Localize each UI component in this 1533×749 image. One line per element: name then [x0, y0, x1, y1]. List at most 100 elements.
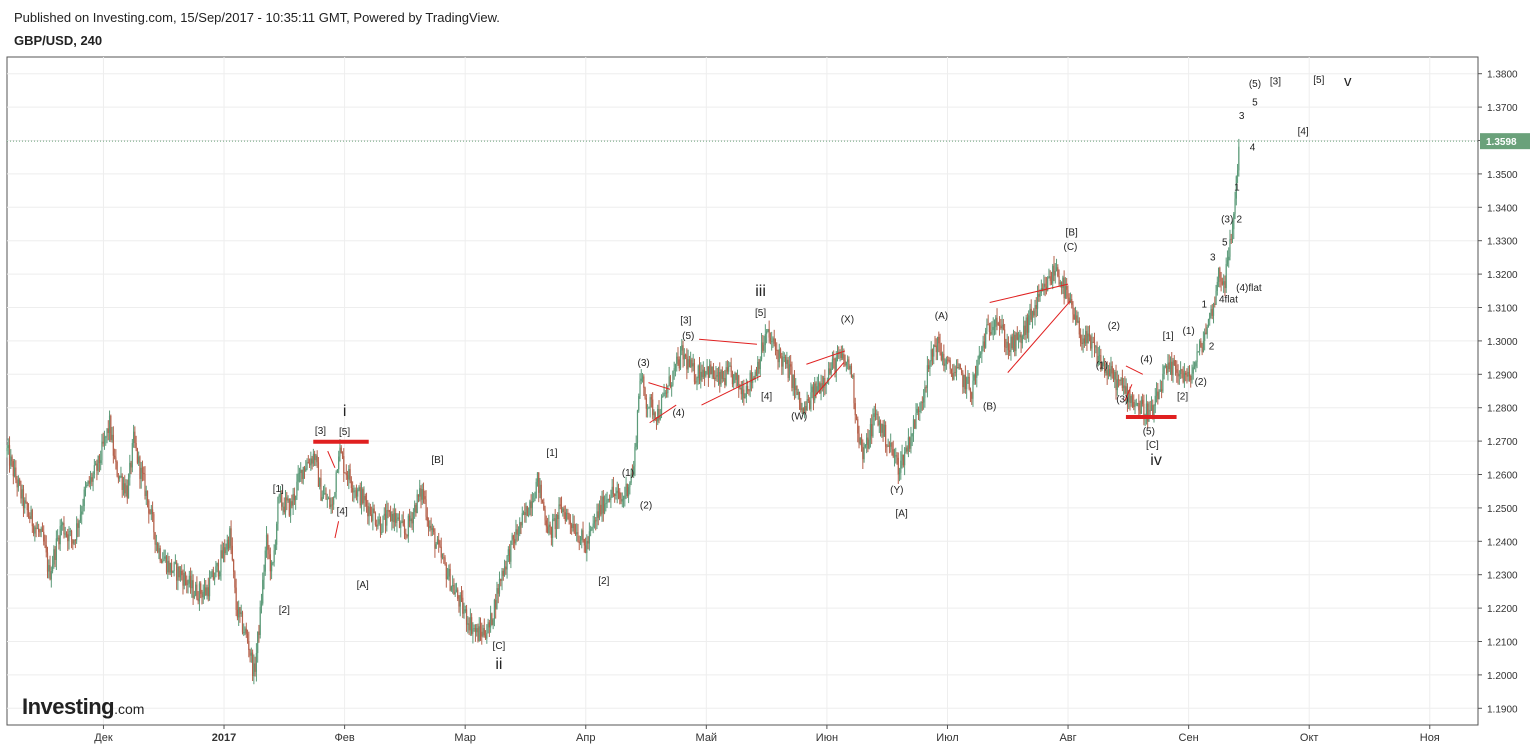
- candle-body: [625, 483, 627, 496]
- candle-body: [1067, 289, 1069, 298]
- candle-body: [924, 387, 926, 398]
- candle-body: [596, 511, 598, 522]
- candle-body: [967, 376, 969, 378]
- candle-body: [326, 498, 328, 500]
- candle-body: [435, 544, 437, 549]
- wave-label: [C]: [493, 641, 506, 652]
- candle-body: [67, 534, 69, 542]
- candle-body: [638, 396, 640, 411]
- candle-body: [38, 528, 40, 532]
- candle-body: [349, 469, 351, 481]
- candle-body: [1077, 320, 1079, 323]
- candle-body: [721, 370, 723, 379]
- candle-body: [567, 512, 569, 514]
- candle-body: [544, 509, 546, 521]
- candle-body: [1234, 198, 1236, 214]
- candle-body: [854, 403, 856, 416]
- candle-body: [193, 595, 195, 598]
- investing-logo[interactable]: Investing.com: [22, 694, 144, 720]
- wave-label: (A): [935, 311, 948, 322]
- candle-body: [115, 457, 117, 462]
- candle-body: [101, 441, 103, 461]
- candle-body: [614, 493, 616, 497]
- candle-body: [905, 447, 907, 453]
- candle-body: [462, 597, 464, 614]
- candle-body: [350, 480, 352, 489]
- candle-body: [679, 350, 682, 369]
- candle-body: [783, 356, 785, 358]
- candle-body: [263, 571, 265, 580]
- candle-body: [701, 371, 703, 378]
- candle-body: [281, 493, 283, 507]
- candle-body: [1154, 395, 1156, 406]
- candle-body: [1226, 260, 1229, 264]
- candle-body: [236, 609, 239, 618]
- candle-body: [662, 396, 664, 398]
- candle-body: [610, 496, 612, 500]
- candle-body: [957, 367, 959, 369]
- candle-body: [540, 484, 542, 500]
- candle-body: [233, 559, 235, 572]
- candle-body: [874, 413, 877, 415]
- candle-body: [196, 584, 198, 599]
- candle-body: [1038, 294, 1040, 297]
- candle-body: [1097, 355, 1099, 364]
- candle-body: [144, 474, 146, 496]
- candle-body: [450, 586, 452, 591]
- candle-body: [719, 372, 721, 385]
- wave-label: i: [343, 403, 347, 420]
- candle-body: [336, 469, 339, 473]
- candle-body: [1025, 317, 1027, 335]
- candle-body: [866, 437, 868, 445]
- candle-body: [501, 570, 503, 581]
- candle-body: [678, 359, 680, 369]
- candle-body: [1102, 362, 1104, 364]
- x-tick-label: Апр: [576, 732, 595, 744]
- candle-body: [1082, 338, 1084, 345]
- candle-body: [150, 509, 152, 514]
- candle-body: [1036, 294, 1039, 309]
- candle-body: [181, 570, 183, 576]
- candle-body: [785, 356, 787, 365]
- candle-body: [106, 428, 108, 437]
- candle-body: [227, 539, 230, 549]
- candle-body: [32, 526, 35, 534]
- candle-body: [77, 523, 79, 528]
- candle-body: [538, 472, 540, 493]
- channel-line: [334, 521, 340, 539]
- candle-body: [16, 479, 18, 488]
- candle-body: [584, 545, 587, 553]
- candle-body: [1190, 376, 1192, 381]
- candle-body: [1139, 410, 1141, 414]
- candle-body: [511, 535, 513, 541]
- candle-body: [665, 392, 668, 394]
- candle-body: [329, 497, 331, 508]
- candle-body: [1178, 374, 1180, 377]
- candle-body: [89, 477, 92, 484]
- candle-body: [127, 477, 130, 499]
- candle-body: [816, 386, 818, 395]
- candle-body: [902, 454, 904, 466]
- price-axis[interactable]: 1.38001.37001.36001.35001.34001.33001.32…: [1478, 70, 1530, 716]
- wave-label: 4flat: [1219, 294, 1238, 305]
- candle-body: [648, 407, 650, 409]
- y-tick-label: 1.3000: [1487, 337, 1518, 348]
- candle-body: [519, 522, 521, 534]
- candle-body: [57, 537, 59, 539]
- candle-body: [660, 397, 663, 416]
- candle-body: [653, 412, 655, 416]
- candle-body: [1202, 340, 1204, 353]
- candle-body: [1011, 336, 1013, 349]
- candle-body: [1020, 334, 1022, 344]
- candle-body: [40, 528, 42, 533]
- candle-body: [758, 361, 760, 370]
- candle-body: [821, 383, 823, 389]
- candle-body: [192, 580, 194, 598]
- candle-body: [1192, 367, 1194, 374]
- candle-body: [22, 489, 25, 509]
- time-axis[interactable]: Дек 2017 Фев Мар Апр Май Июн Июл Авг Сен Окт Ноя: [94, 725, 1440, 744]
- candle-body: [446, 576, 449, 580]
- candle-body: [876, 413, 878, 415]
- candle-body: [767, 329, 769, 332]
